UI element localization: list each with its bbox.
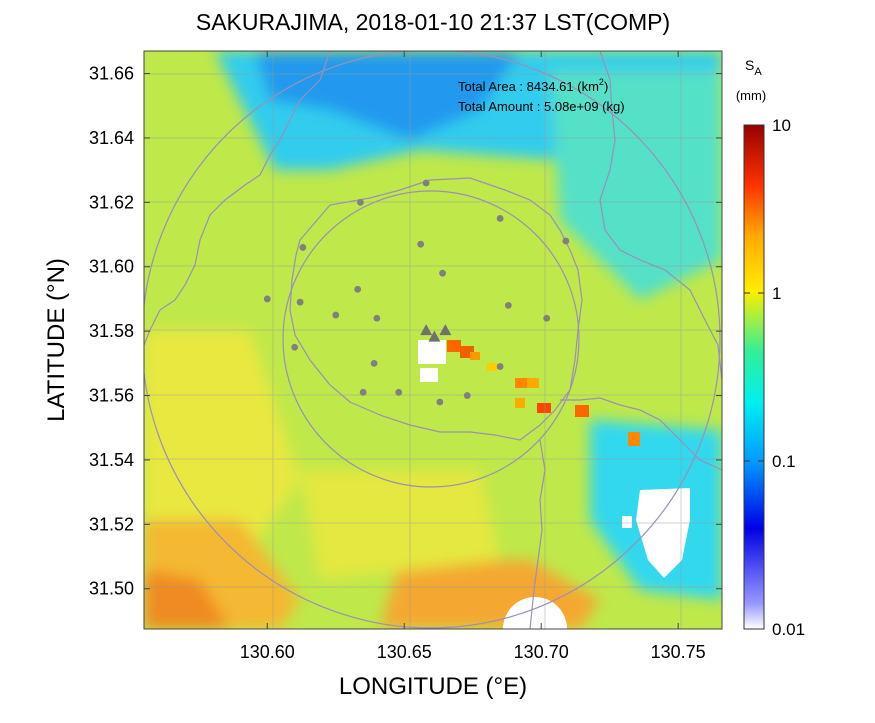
coastline-southeast	[560, 397, 722, 471]
colorbar: SA (mm) 10 1 0.1 0.01	[736, 57, 805, 639]
station-point	[436, 398, 444, 406]
coastline-mainland-east	[599, 51, 722, 381]
no-data-blank	[636, 488, 690, 578]
colorbar-ticks: 10 1 0.1 0.01	[744, 116, 805, 639]
colorbar-unit: (mm)	[736, 88, 766, 103]
coastline-south-peninsula	[529, 439, 546, 629]
heatmap-dark-orange-corner	[144, 570, 230, 629]
plume-pixel	[447, 340, 461, 352]
station-point	[299, 244, 307, 251]
y-tick-label: 31.50	[89, 579, 134, 599]
total-amount-text: Total Amount : 5.08e+09 (kg)	[458, 99, 625, 114]
station-point	[504, 301, 512, 309]
station-point	[422, 179, 430, 187]
station-point	[543, 314, 551, 322]
colorbar-tick-label: 1	[772, 284, 781, 303]
y-tick-label: 31.54	[89, 450, 134, 470]
y-tick-label: 31.56	[89, 386, 134, 406]
station-point	[263, 295, 271, 303]
x-ticks: 130.60 130.65 130.70 130.75	[240, 51, 706, 662]
range-ring-outer	[144, 51, 721, 629]
vent-marker	[428, 330, 441, 342]
plume-pixel	[537, 403, 551, 413]
plume-pixel	[575, 405, 589, 417]
chart-title: SAKURAJIMA, 2018-01-10 21:37 LST(COMP)	[196, 9, 670, 35]
coastline-mainland-north	[144, 51, 331, 346]
colorbar-tick-label: 0.1	[772, 452, 796, 471]
y-axis-label: LATITUDE (°N)	[43, 258, 70, 422]
stations-layer	[263, 179, 570, 406]
x-tick-label: 130.65	[377, 642, 432, 662]
no-data-blank	[622, 516, 632, 528]
station-point	[370, 359, 378, 367]
station-point	[296, 298, 304, 306]
y-tick-label: 31.52	[89, 514, 134, 534]
x-axis-label: LONGITUDE (°E)	[339, 673, 527, 700]
vent-marker	[420, 324, 433, 336]
coastline	[144, 51, 722, 629]
y-tick-label: 31.66	[89, 64, 134, 84]
plot-frame	[143, 50, 723, 630]
station-point	[496, 363, 504, 370]
plume-pixel	[515, 378, 527, 388]
station-point	[354, 285, 362, 293]
plume-pixel	[470, 352, 480, 360]
plume-pixel	[487, 363, 497, 371]
annotation-box: Total Area : 8434.61 (km2) Total Amount …	[458, 77, 625, 114]
heatmap-yellow-south	[300, 470, 500, 580]
y-tick-label: 31.58	[89, 321, 134, 341]
y-ticks: 31.50 31.52 31.54 31.56 31.58 31.60 31.62 31.64…	[89, 64, 722, 599]
colorbar-tick-label: 10	[772, 116, 791, 135]
station-point	[439, 269, 446, 277]
colorbar-label: SA	[745, 57, 762, 78]
station-point	[373, 314, 381, 322]
no-data-blank	[503, 597, 567, 629]
colorbar-gradient	[743, 124, 765, 630]
no-data-blank	[418, 340, 446, 364]
station-point	[496, 215, 504, 222]
y-tick-label: 31.62	[89, 192, 134, 212]
range-ring-inner	[282, 190, 580, 488]
range-rings	[144, 51, 721, 629]
heatmap-field	[144, 51, 722, 629]
station-point	[417, 240, 425, 248]
heatmap-deep-blue-band	[255, 51, 520, 140]
station-point	[395, 388, 403, 396]
station-point	[359, 388, 367, 396]
x-tick-label: 130.75	[651, 642, 706, 662]
x-tick-label: 130.70	[514, 642, 569, 662]
station-point	[332, 311, 340, 319]
plume-pixel	[527, 378, 539, 388]
colorbar-tick-label: 0.01	[772, 620, 805, 639]
vents-layer	[420, 324, 452, 342]
plume-pixel	[515, 398, 525, 408]
plume-pixels	[447, 340, 640, 446]
x-tick-label: 130.60	[240, 642, 295, 662]
y-tick-label: 31.64	[89, 128, 134, 148]
y-tick-label: 31.60	[89, 257, 134, 277]
station-point	[357, 198, 364, 206]
station-point	[291, 343, 299, 351]
vent-marker	[439, 324, 452, 336]
total-area-text: Total Area : 8434.61 (km2)	[458, 77, 608, 94]
no-data-blanks	[418, 340, 690, 629]
plume-pixel	[628, 432, 640, 446]
gridlines	[144, 51, 722, 629]
heatmap-yellow-west	[144, 330, 300, 580]
no-data-blank	[420, 368, 438, 382]
station-point	[463, 392, 471, 399]
station-point	[562, 237, 570, 245]
heatmap-cyan-zone	[550, 70, 722, 300]
